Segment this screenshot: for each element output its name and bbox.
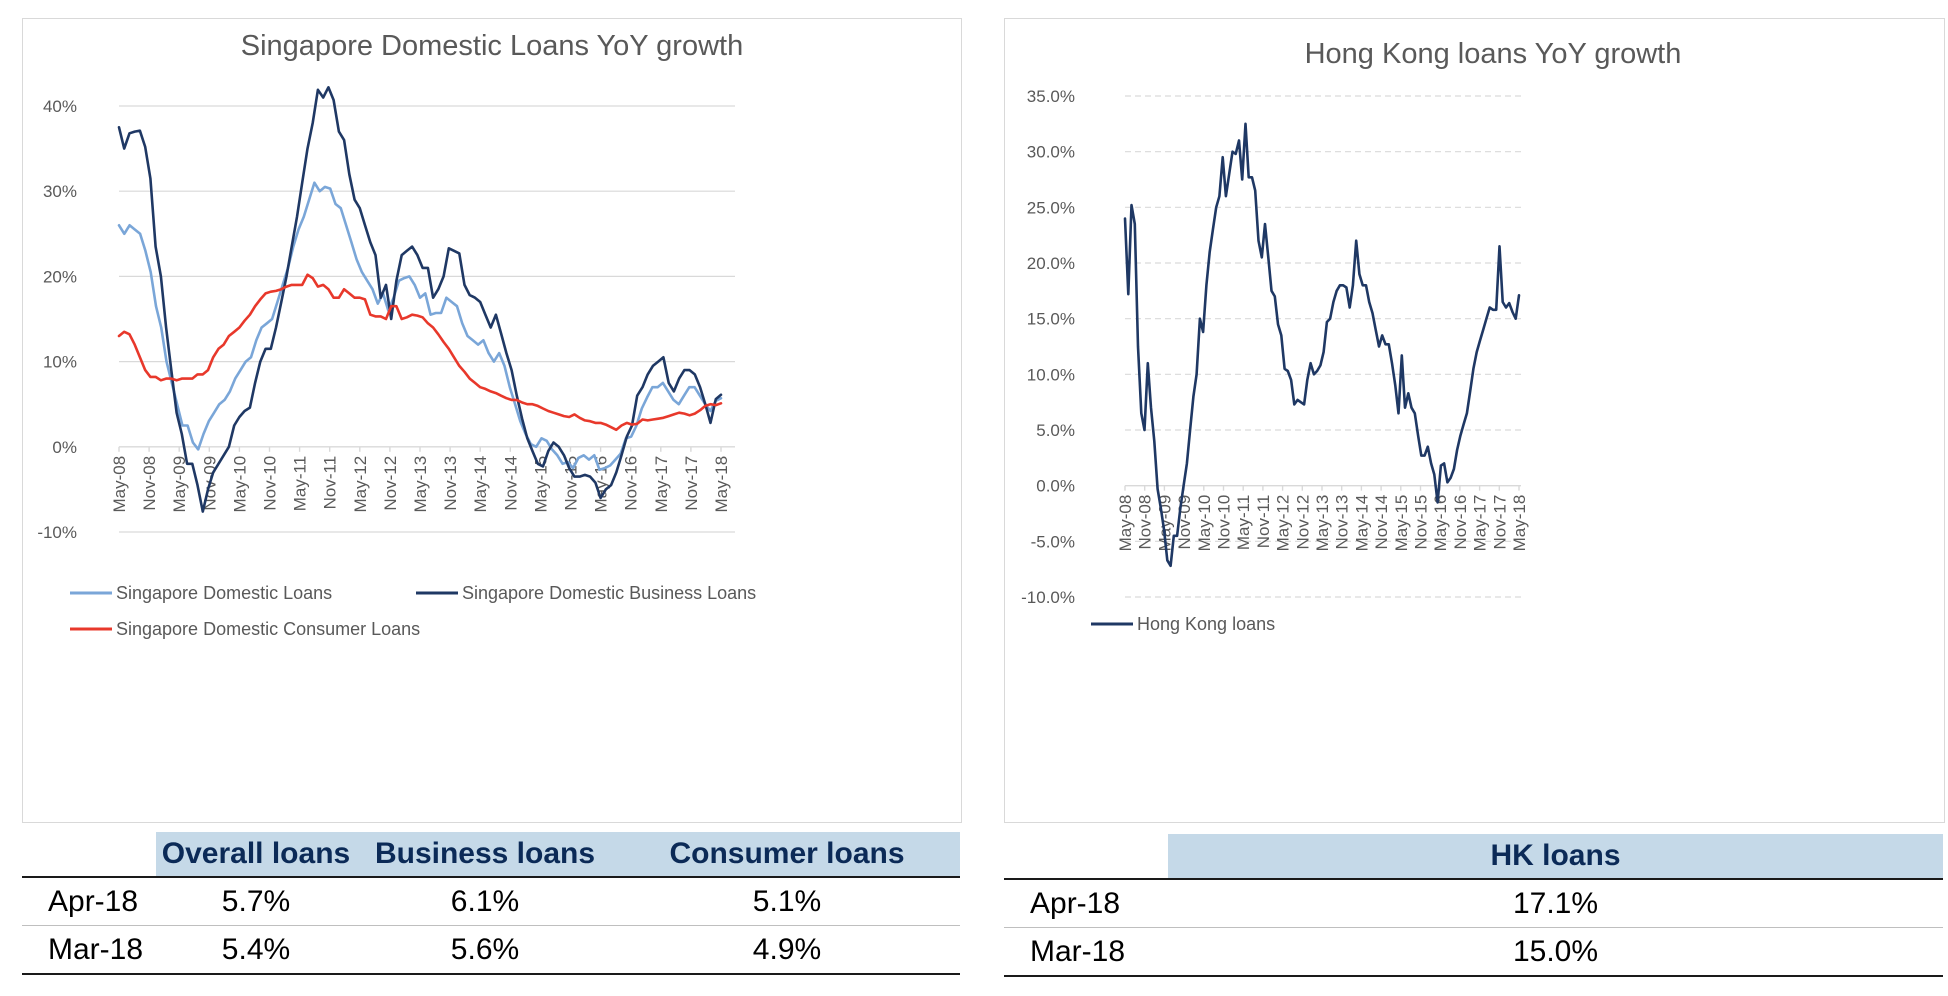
y-tick-label: -5.0% xyxy=(1031,532,1075,551)
hk-header-loans: HK loans xyxy=(1168,834,1943,879)
x-tick-label: May-14 xyxy=(471,456,490,513)
hk-chart-svg: Hong Kong loans YoY growth 35.0% 30.0% 25.… xyxy=(1021,38,1682,634)
x-tick-label: May-15 xyxy=(531,456,550,513)
series-line-main xyxy=(1123,122,1521,568)
x-tick-label: Nov-17 xyxy=(1490,495,1509,550)
sg-table-corner xyxy=(22,832,156,877)
sg-header-business: Business loans xyxy=(356,832,614,877)
hk-cell-loans: 15.0% xyxy=(1168,927,1943,977)
y-tick-label: 20% xyxy=(43,267,77,286)
legend-label: Singapore Domestic Loans xyxy=(116,583,332,603)
sg-chart-title: Singapore Domestic Loans YoY growth xyxy=(241,30,743,62)
y-tick-label: 30% xyxy=(43,182,77,201)
x-tick-label: May-16 xyxy=(1431,495,1450,552)
x-tick-label: Nov-10 xyxy=(1215,495,1234,550)
x-tick-label: May-16 xyxy=(592,456,611,513)
sg-table-header-row: Overall loans Business loans Consumer lo… xyxy=(22,832,960,877)
hk-row-label: Apr-18 xyxy=(1004,878,1168,928)
table-row: Apr-18 17.1% xyxy=(1004,878,1943,928)
legend-label: Singapore Domestic Business Loans xyxy=(462,583,756,603)
x-tick-label: Nov-17 xyxy=(682,456,701,511)
x-tick-label: May-13 xyxy=(1313,495,1332,552)
x-tick-label: Nov-15 xyxy=(1412,495,1431,550)
x-tick-label: Nov-12 xyxy=(381,456,400,511)
sg-cell-overall: 5.7% xyxy=(156,876,356,926)
y-tick-label: 0.0% xyxy=(1036,477,1075,496)
x-tick-label: May-10 xyxy=(1195,495,1214,552)
x-tick-label: Nov-10 xyxy=(261,456,280,511)
y-tick-label: 20.0% xyxy=(1027,254,1075,273)
x-tick-label: May-17 xyxy=(1471,495,1490,552)
x-tick-label: Nov-12 xyxy=(1293,495,1312,550)
y-tick-label: 5.0% xyxy=(1036,421,1075,440)
hk-cell-loans: 17.1% xyxy=(1168,878,1943,928)
hk-table-corner xyxy=(1004,834,1168,879)
sg-row-label: Apr-18 xyxy=(22,876,156,926)
x-tick-label: Nov-13 xyxy=(441,456,460,511)
y-tick-label: 35.0% xyxy=(1027,87,1075,106)
sg-summary-table: Overall loans Business loans Consumer lo… xyxy=(22,832,960,975)
sg-cell-consumer: 5.1% xyxy=(614,876,960,926)
x-tick-label: May-17 xyxy=(652,456,671,513)
series-line-business xyxy=(117,86,723,513)
x-tick-label: May-18 xyxy=(1510,495,1529,552)
y-tick-label: 15.0% xyxy=(1027,310,1075,329)
x-tick-label: Nov-11 xyxy=(321,456,340,510)
x-tick-label: Nov-14 xyxy=(501,456,520,511)
y-tick-label: 40% xyxy=(43,97,77,116)
x-tick-label: Nov-16 xyxy=(622,456,641,511)
sg-chart-svg: Singapore Domestic Loans YoY growth 40% 3… xyxy=(37,30,756,639)
hk-row-label: Mar-18 xyxy=(1004,927,1168,977)
sg-header-consumer: Consumer loans xyxy=(614,832,960,877)
hk-table-header-row: HK loans xyxy=(1004,834,1943,879)
y-tick-label: -10% xyxy=(37,523,77,542)
x-tick-label: May-12 xyxy=(1274,495,1293,552)
legend-label: Hong Kong loans xyxy=(1137,614,1275,634)
y-tick-label: -10.0% xyxy=(1021,588,1075,607)
y-tick-label: 25.0% xyxy=(1027,198,1075,217)
table-row: Mar-18 15.0% xyxy=(1004,927,1943,977)
hk-chart-title: Hong Kong loans YoY growth xyxy=(1305,38,1682,70)
sg-chart-panel: Singapore Domestic Loans YoY growth 40% 3… xyxy=(22,18,962,823)
x-tick-label: May-10 xyxy=(230,456,249,513)
x-tick-label: May-12 xyxy=(351,456,370,513)
x-tick-label: Nov-08 xyxy=(1136,495,1155,550)
x-tick-label: Nov-16 xyxy=(1451,495,1470,550)
x-tick-label: May-15 xyxy=(1392,495,1411,552)
hk-summary-table: HK loans Apr-18 17.1% Mar-18 15.0% xyxy=(1004,834,1943,977)
sg-header-overall: Overall loans xyxy=(156,832,356,877)
sg-cell-overall: 5.4% xyxy=(156,925,356,975)
sg-row-label: Mar-18 xyxy=(22,925,156,975)
x-tick-label: May-13 xyxy=(411,456,430,513)
y-tick-label: 30.0% xyxy=(1027,143,1075,162)
table-row: Apr-18 5.7% 6.1% 5.1% xyxy=(22,876,960,926)
x-tick-label: Nov-11 xyxy=(1254,495,1273,549)
y-tick-label: 0% xyxy=(52,438,77,457)
x-tick-label: Nov-13 xyxy=(1333,495,1352,550)
legend-label: Singapore Domestic Consumer Loans xyxy=(116,619,420,639)
x-tick-label: May-08 xyxy=(110,456,129,513)
x-tick-label: May-18 xyxy=(712,456,731,513)
x-tick-label: May-09 xyxy=(170,456,189,513)
sg-cell-business: 6.1% xyxy=(356,876,614,926)
x-tick-label: May-11 xyxy=(1234,495,1253,550)
sg-cell-consumer: 4.9% xyxy=(614,925,960,975)
sg-cell-business: 5.6% xyxy=(356,925,614,975)
x-tick-label: Nov-15 xyxy=(562,456,581,511)
table-row: Mar-18 5.4% 5.6% 4.9% xyxy=(22,925,960,975)
x-tick-label: Nov-14 xyxy=(1372,495,1391,550)
x-tick-label: May-14 xyxy=(1352,495,1371,552)
y-tick-label: 10% xyxy=(43,353,77,372)
series-line-consumer xyxy=(117,273,723,432)
x-tick-label: May-11 xyxy=(291,456,310,511)
x-tick-label: Nov-08 xyxy=(140,456,159,511)
x-tick-label: May-08 xyxy=(1116,495,1135,552)
hk-chart-panel: Hong Kong loans YoY growth 35.0% 30.0% 25.… xyxy=(1004,18,1945,823)
y-tick-label: 10.0% xyxy=(1027,365,1075,384)
